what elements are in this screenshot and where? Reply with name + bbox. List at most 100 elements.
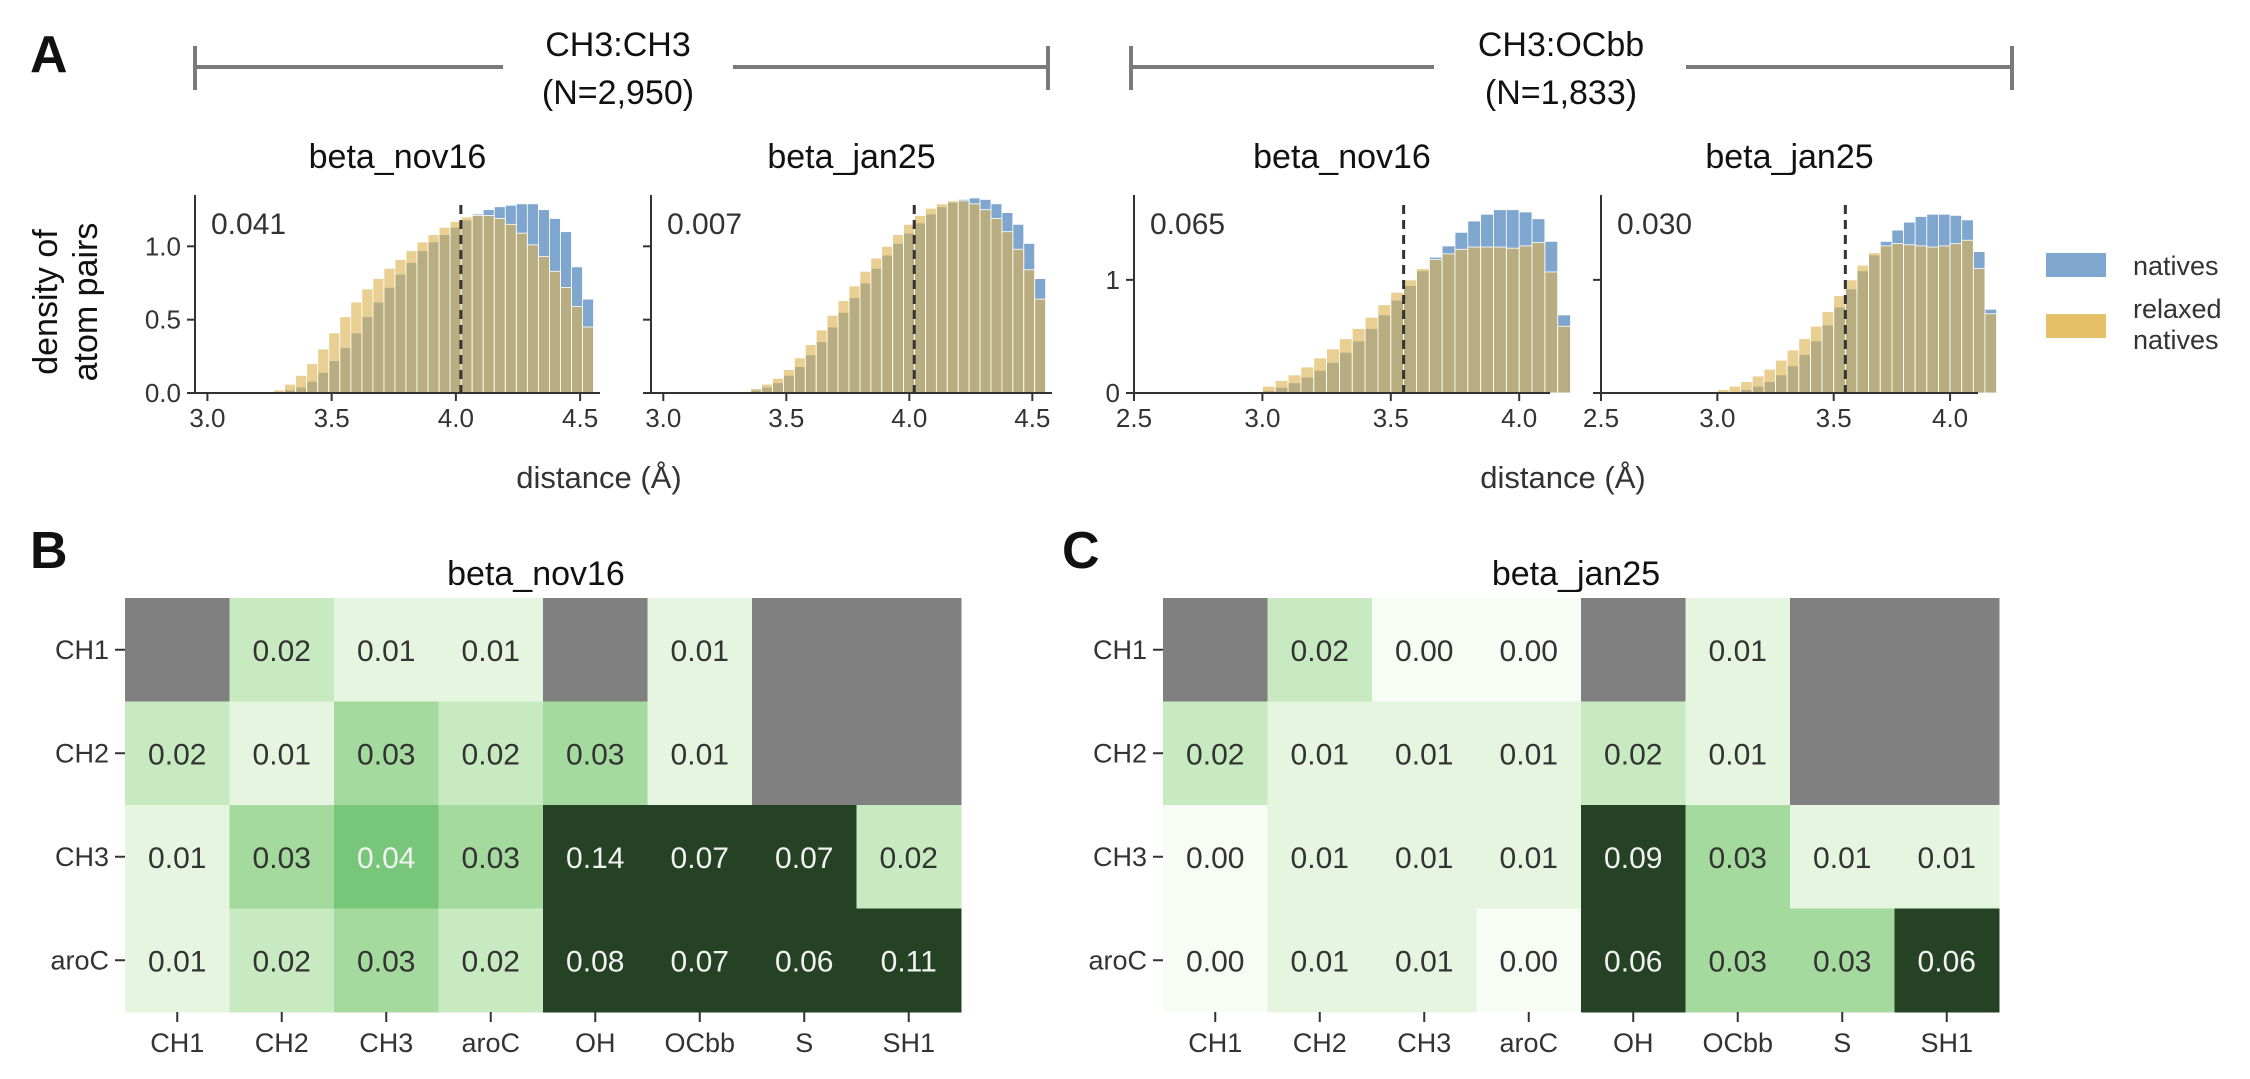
heatmap-cell (1894, 908, 2000, 1013)
hist-bar (1467, 246, 1482, 394)
histogram-annotation: 0.030 (1617, 208, 1692, 241)
heatmap-cell (752, 598, 857, 702)
heatmap-cell (1790, 598, 1895, 702)
heatmap-cell (1476, 598, 1582, 702)
panel-a-ylabel-line1: density of (27, 229, 65, 375)
heatmap-cell (1685, 701, 1791, 806)
heatmap-cell (334, 598, 439, 702)
hist-bar (1012, 248, 1025, 394)
heatmap-x-label: CH2 (255, 1028, 309, 1058)
hist-bar (837, 300, 850, 394)
series-relaxed-natives (739, 200, 1047, 394)
heatmap-cell-value: 0.01 (1395, 738, 1453, 771)
heatmap-cell-value: 0.01 (148, 842, 206, 875)
hist-bar (1441, 253, 1456, 394)
hist-bar (1034, 298, 1047, 394)
heatmap-beta-nov16: 0.02 0.01 0.01 0.01 0.02 0.01 0.03 0.02 0.03 0.01… (50, 598, 962, 1058)
heatmap-cell (1372, 598, 1477, 702)
heatmap-cell (856, 805, 962, 909)
hist-bar (1493, 246, 1507, 394)
hist-bar (427, 234, 440, 394)
legend-swatch-natives (2046, 253, 2106, 277)
hist-bar (493, 218, 506, 394)
heatmap-cell (1581, 701, 1686, 806)
hist-bar (793, 357, 806, 394)
heatmap-cell-value: 0.03 (253, 842, 311, 875)
hist-bar (1903, 244, 1916, 394)
heatmap-cell (229, 805, 335, 909)
heatmap-cell-value: 0.02 (1186, 738, 1244, 771)
hist-bar (339, 316, 352, 394)
hist-bar (804, 344, 817, 394)
x-tick-label: 2.5 (1583, 403, 1619, 433)
legend: natives relaxed natives (2046, 251, 2222, 355)
hist-bar (1972, 268, 1986, 394)
hist-bar (1261, 385, 1276, 394)
hist-bar (1926, 246, 1939, 394)
hist-bar (848, 285, 861, 394)
heatmap-cell (1267, 805, 1373, 909)
hist-bar (1326, 348, 1340, 394)
hist-bar (979, 209, 992, 394)
hist-bar (1505, 247, 1520, 394)
heatmap-x-label: OH (575, 1028, 616, 1058)
heatmap-cell (438, 805, 544, 909)
histogram-ch3-ch3-beta-jan25: beta_jan25 3.0 3.5 4.0 4.5 0.007 (643, 138, 1052, 433)
heatmap-cell (1267, 908, 1373, 1013)
heatmap-cell (1476, 908, 1582, 1013)
hist-bar (1287, 374, 1302, 394)
heatmap-cell (438, 701, 544, 806)
heatmap-cell-value: 0.01 (1918, 842, 1976, 875)
heatmap-cell (1685, 598, 1791, 702)
hist-bar (405, 250, 418, 394)
hist-bar (1339, 338, 1353, 394)
heatmap-x-label: OCbb (1702, 1028, 1773, 1058)
hist-bar (1798, 338, 1811, 394)
heatmap-y-label: CH3 (55, 842, 109, 872)
heatmap-cell-value: 0.02 (880, 842, 938, 875)
hist-bar (925, 207, 937, 394)
heatmap-y-label: CH1 (1093, 635, 1147, 665)
y-tick-label: 0.0 (145, 378, 181, 408)
hist-bar (1786, 349, 1800, 394)
heatmap-x-label: OCbb (664, 1028, 735, 1058)
heatmap-x-label: aroC (1499, 1028, 1558, 1058)
heatmap-x-label: CH1 (1188, 1028, 1242, 1058)
heatmap-cell-value: 0.02 (462, 738, 520, 771)
x-tick-label: 4.0 (891, 403, 927, 433)
heatmap-y-label: CH3 (1093, 842, 1147, 872)
heatmap-cell (1267, 598, 1373, 702)
heatmap-cell (752, 805, 857, 909)
heatmap-x-label: S (795, 1028, 813, 1058)
x-tick-label: 4.5 (1014, 403, 1050, 433)
heatmap-cell (752, 701, 857, 806)
series-relaxed-natives (1261, 242, 1571, 394)
hist-bar (1531, 242, 1546, 394)
hist-bar (504, 223, 517, 394)
heatmap-cell (752, 908, 857, 1013)
heatmap-cell-value: 0.00 (1500, 635, 1558, 668)
legend-label-natives: natives (2133, 251, 2219, 281)
x-tick-label: 3.5 (314, 403, 350, 433)
heatmap-cell-value: 0.02 (253, 635, 311, 668)
panel-a-xlabel-right: distance (Å) (1480, 460, 1645, 495)
heatmap-cell (1476, 701, 1582, 806)
y-tick-label: 1 (1106, 265, 1120, 295)
heatmap-cell (1163, 805, 1268, 909)
hist-bar (783, 369, 795, 394)
heatmap-beta-jan25: 0.02 0.00 0.00 0.01 0.02 0.01 0.01 0.01 0.02 0.01… (1088, 598, 2000, 1058)
hist-bar (1728, 385, 1742, 394)
heatmap-cell (1894, 805, 2000, 909)
histogram-annotation: 0.065 (1150, 208, 1225, 241)
heatmap-cell (1790, 805, 1895, 909)
histogram-annotation: 0.007 (667, 208, 742, 241)
hist-bar (1879, 245, 1893, 394)
panel-c-letter: C (1062, 522, 1100, 580)
hist-bar (471, 215, 484, 394)
hist-bar (1891, 243, 1904, 394)
heatmap-cell-value: 0.01 (1709, 635, 1767, 668)
heatmap-cell-value: 0.01 (253, 738, 311, 771)
heatmap-x-label: CH3 (1397, 1028, 1451, 1058)
x-tick-label: 3.0 (189, 403, 225, 433)
heatmap-cell (438, 598, 544, 702)
